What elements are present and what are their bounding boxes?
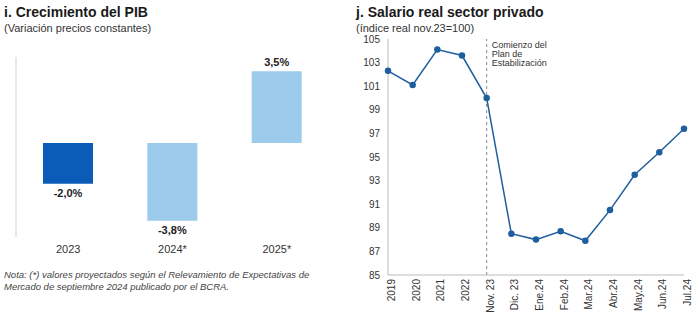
svg-text:97: 97 <box>369 128 381 139</box>
svg-text:105: 105 <box>363 35 380 45</box>
svg-text:Nov. 23: Nov. 23 <box>485 279 496 313</box>
svg-text:2019: 2019 <box>386 279 397 302</box>
svg-text:-3,8%: -3,8% <box>158 224 187 236</box>
svg-text:89: 89 <box>369 222 381 233</box>
html-text:j. Salario real sector privado: j. Salario real sector privado <box>356 4 544 20</box>
svg-text:Feb.24: Feb.24 <box>559 279 570 311</box>
svg-text:93: 93 <box>369 175 381 186</box>
svg-text:2025*: 2025* <box>262 243 291 255</box>
svg-text:Dic. 23: Dic. 23 <box>509 279 520 311</box>
svg-text:103: 103 <box>363 57 380 68</box>
svg-text:Jun.24: Jun.24 <box>657 279 668 309</box>
svg-text:Abr.24: Abr.24 <box>608 279 619 308</box>
svg-text:2020: 2020 <box>411 279 422 302</box>
svg-text:2021: 2021 <box>435 279 446 302</box>
svg-text:Ene.24: Ene.24 <box>534 279 545 311</box>
html-text:(Variación precios constantes): (Variación precios constantes) <box>4 22 152 34</box>
html-text:(índice real nov.23=100): (índice real nov.23=100) <box>356 22 475 34</box>
svg-text:95: 95 <box>369 152 381 163</box>
svg-text:87: 87 <box>369 246 381 257</box>
svg-text:2024*: 2024* <box>158 243 187 255</box>
svg-text:99: 99 <box>369 104 381 115</box>
svg-text:2023: 2023 <box>56 243 80 255</box>
svg-text:85: 85 <box>369 270 381 281</box>
svg-text:Mar.24: Mar.24 <box>583 279 594 310</box>
svg-text:101: 101 <box>363 81 380 92</box>
svg-text:Comienzo delPlan deEstabilizac: Comienzo delPlan deEstabilización <box>492 40 547 68</box>
svg-text:2022: 2022 <box>460 279 471 302</box>
svg-text:May.24: May.24 <box>633 279 644 311</box>
svg-text:91: 91 <box>369 199 381 210</box>
svg-text:-2,0%: -2,0% <box>54 187 83 199</box>
svg-text:Jul.24: Jul.24 <box>682 279 692 306</box>
svg-text:3,5%: 3,5% <box>264 56 289 68</box>
html-text:Nota: (*) valores proyectados: Nota: (*) valores proyectados según el R… <box>4 269 310 292</box>
html-text:i. Crecimiento del PIB: i. Crecimiento del PIB <box>4 4 148 20</box>
